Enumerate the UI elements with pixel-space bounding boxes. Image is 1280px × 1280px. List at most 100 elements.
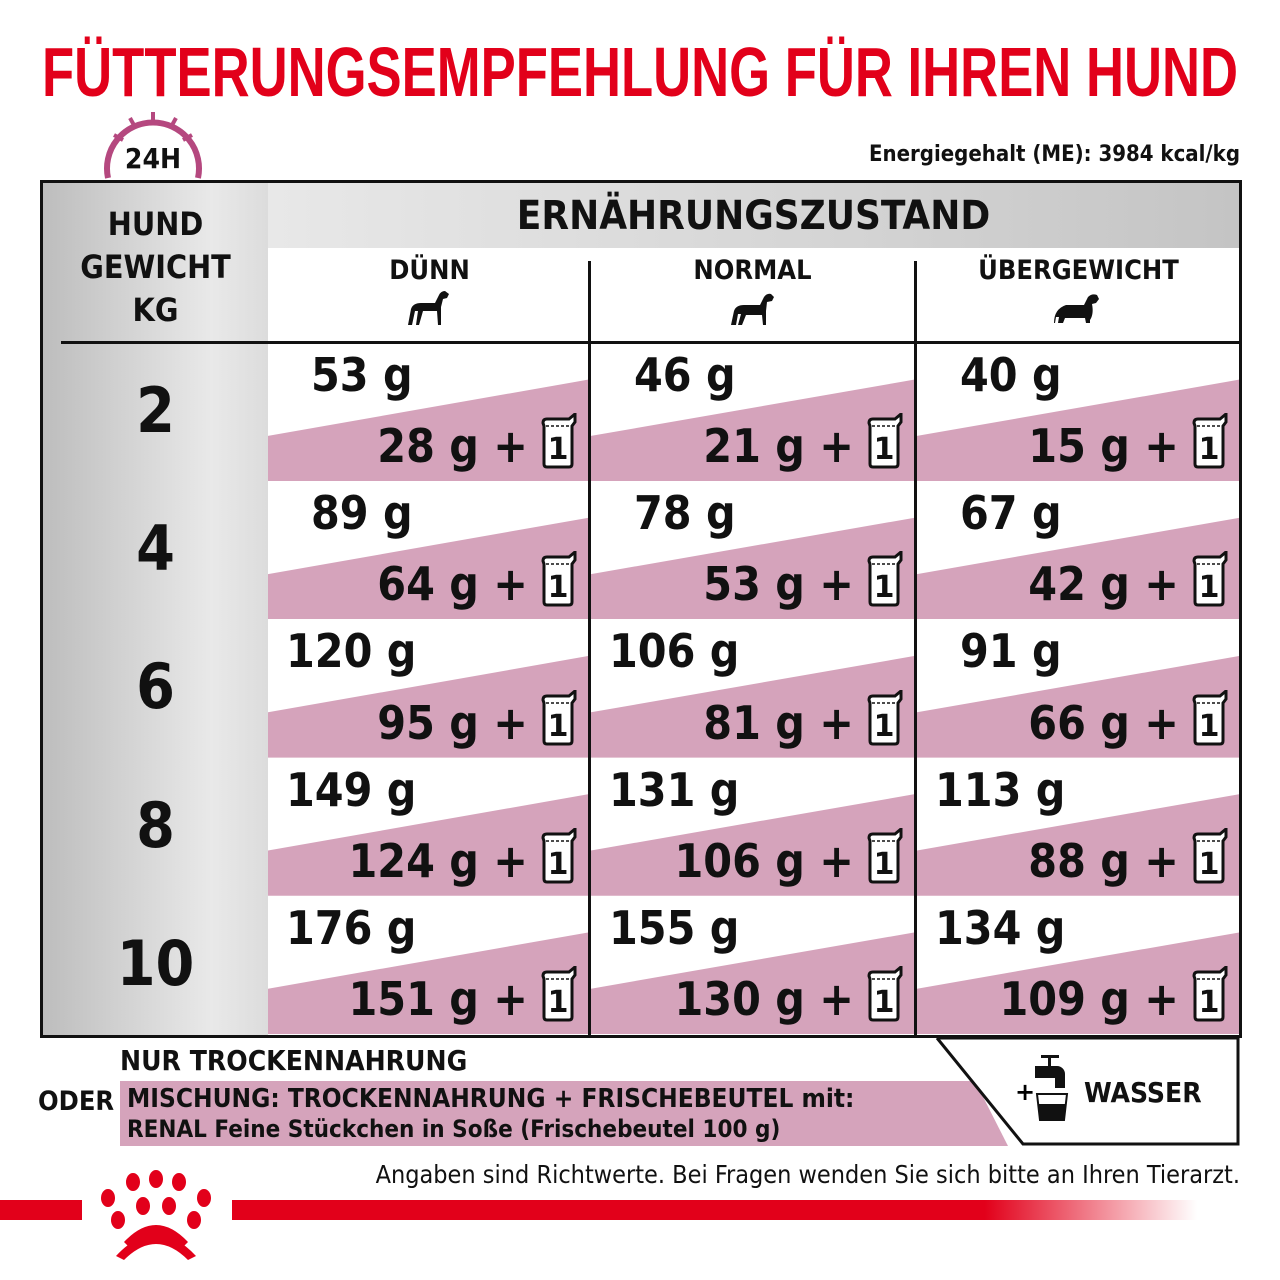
legend-dry-only: NUR TROCKENNAHRUNG — [120, 1044, 468, 1077]
pouch-icon: 1 — [541, 965, 577, 1022]
column-header-bg — [268, 248, 1239, 341]
mix-dry-amount: 88 g + — [1028, 833, 1179, 888]
page-title: FÜTTERUNGSEMPFEHLUNG FÜR IHREN HUND — [42, 33, 1238, 111]
pouch-icon: 1 — [541, 827, 577, 884]
dry-amount: 113 g — [935, 762, 1066, 817]
table-cell: 40 g 15 g + 1 — [917, 344, 1239, 482]
mix-amount: 109 g + 1 — [999, 965, 1230, 1026]
mix-dry-amount: 124 g + — [348, 833, 529, 888]
pouch-icon: 1 — [1192, 689, 1228, 746]
pouch-icon: 1 — [1192, 413, 1228, 469]
pouch-count: 1 — [874, 847, 895, 882]
table-cell: 131 g 106 g + 1 — [591, 759, 914, 896]
table-cell: 67 g 42 g + 1 — [917, 482, 1239, 620]
table-cell: 53 g 28 g + 1 — [268, 344, 588, 482]
mix-dry-amount: 28 g + — [377, 419, 528, 474]
dry-amount: 53 g — [311, 348, 413, 402]
pouch-count: 1 — [874, 432, 895, 467]
table-cell: 134 g 109 g + 1 — [917, 897, 1239, 1034]
column-header-1: NORMAL — [693, 255, 812, 286]
pouch-icon: 1 — [1192, 965, 1228, 1022]
pouch-icon: 1 — [541, 551, 577, 607]
column-header-2: ÜBERGEWICHT — [978, 255, 1179, 286]
column-divider — [588, 261, 591, 1035]
legend-mix-band — [120, 1081, 1008, 1146]
table-cell: 78 g 53 g + 1 — [591, 482, 914, 620]
pouch-count: 1 — [1199, 847, 1220, 882]
normal-dog-icon — [730, 293, 774, 325]
mix-dry-amount: 15 g + — [1028, 419, 1179, 474]
weight-column-bg — [43, 183, 268, 1035]
condition-header-band — [268, 183, 1239, 248]
pouch-icon: 1 — [867, 551, 903, 607]
table-cell: 89 g 64 g + 1 — [268, 482, 588, 620]
water-label: WASSER — [1084, 1076, 1202, 1109]
table-cell: 46 g 21 g + 1 — [591, 344, 914, 482]
dry-amount: 134 g — [935, 900, 1066, 955]
energy-content: Energiegehalt (ME): 3984 kcal/kg — [868, 142, 1240, 167]
dry-amount: 106 g — [609, 624, 740, 679]
dry-amount: 67 g — [960, 486, 1062, 541]
weight-value: 4 — [136, 512, 175, 586]
mix-amount: 42 g + 1 — [1028, 551, 1229, 611]
weight-header-line: GEWICHT — [80, 248, 231, 286]
table-cell: 149 g 124 g + 1 — [268, 759, 588, 896]
weight-value: 6 — [136, 650, 175, 724]
table-cell: 91 g 66 g + 1 — [917, 620, 1239, 758]
mix-dry-amount: 53 g + — [703, 557, 854, 612]
pouch-count: 1 — [1199, 709, 1220, 744]
mix-amount: 28 g + 1 — [377, 413, 578, 473]
feeding-table: ERNÄHRUNGSZUSTAND HUND GEWICHT KG DÜNN NO… — [40, 180, 1242, 1038]
mix-amount: 106 g + 1 — [675, 827, 905, 888]
weight-value: 8 — [136, 788, 175, 862]
table-cell: 120 g 95 g + 1 — [268, 620, 588, 758]
dry-amount: 89 g — [311, 486, 413, 541]
mix-amount: 53 g + 1 — [703, 551, 904, 611]
dry-amount: 91 g — [960, 624, 1062, 679]
pouch-count: 1 — [874, 570, 895, 605]
pouch-icon: 1 — [541, 413, 577, 469]
mix-dry-amount: 81 g + — [703, 695, 854, 750]
pouch-icon: 1 — [867, 827, 903, 884]
pouch-count: 1 — [548, 570, 569, 605]
mix-amount: 151 g + 1 — [349, 965, 579, 1026]
condition-header: ERNÄHRUNGSZUSTAND — [516, 193, 991, 239]
dry-amount: 155 g — [609, 900, 740, 955]
mix-amount: 15 g + 1 — [1028, 413, 1229, 473]
dry-amount: 46 g — [634, 348, 736, 402]
royal-canin-crown-logo — [101, 1170, 211, 1260]
dry-amount: 78 g — [634, 486, 736, 541]
brand-bar-left — [0, 1200, 82, 1220]
pouch-count: 1 — [1199, 985, 1220, 1020]
overweight-dog-icon — [1054, 294, 1099, 323]
pouch-count: 1 — [874, 985, 895, 1020]
thin-dog-icon — [408, 291, 449, 325]
column-divider — [914, 261, 917, 1035]
dry-amount: 40 g — [960, 348, 1062, 402]
mix-dry-amount: 109 g + — [999, 971, 1180, 1026]
mix-amount: 21 g + 1 — [703, 413, 904, 473]
legend-mix-line1: MISCHUNG: TROCKENNAHRUNG + FRISCHEBEUTEL… — [127, 1084, 855, 1114]
pouch-icon: 1 — [1192, 827, 1228, 884]
pouch-icon: 1 — [867, 689, 903, 746]
mix-dry-amount: 66 g + — [1028, 695, 1179, 750]
mix-dry-amount: 130 g + — [674, 971, 855, 1026]
clock-label: 24H — [125, 142, 181, 175]
water-box: + — [935, 1036, 1240, 1146]
table-cell: 106 g 81 g + 1 — [591, 620, 914, 758]
legend-mix-line2: RENAL Feine Stückchen in Soße (Frischebe… — [127, 1115, 781, 1143]
legend-or: ODER — [38, 1086, 115, 1117]
pouch-count: 1 — [548, 847, 569, 882]
table-cell: 155 g 130 g + 1 — [591, 897, 914, 1034]
pouch-icon: 1 — [541, 689, 577, 746]
weight-header: HUND GEWICHT KG — [43, 203, 268, 332]
pouch-count: 1 — [548, 985, 569, 1020]
water-tap-icon — [1035, 1055, 1069, 1121]
mix-dry-amount: 95 g + — [377, 695, 528, 750]
dry-amount: 131 g — [609, 762, 740, 817]
mix-dry-amount: 42 g + — [1028, 557, 1179, 612]
dry-amount: 149 g — [286, 762, 417, 817]
weight-value: 10 — [116, 926, 195, 1000]
brand-bar-right — [232, 1200, 1197, 1220]
table-cell: 176 g 151 g + 1 — [268, 897, 588, 1034]
